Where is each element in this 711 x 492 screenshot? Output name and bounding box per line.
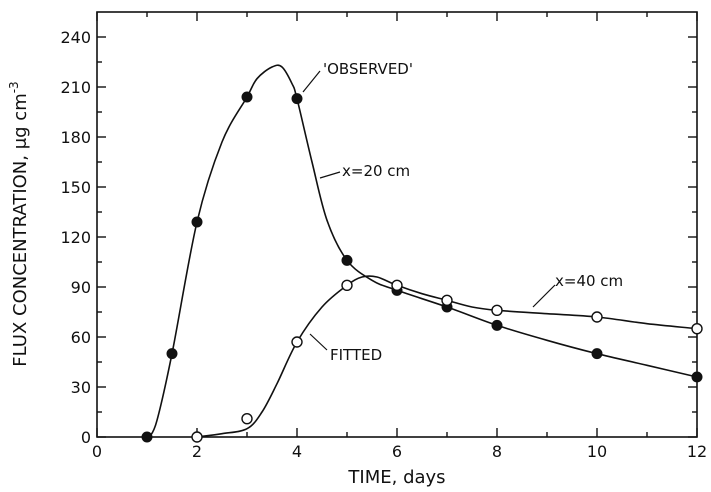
x-axis-title: TIME, days (347, 467, 445, 488)
x20-data-point (291, 93, 303, 105)
y-tick-label: 210 (60, 78, 91, 97)
y-axis-title-main: FLUX CONCENTRATION, μg cm (10, 93, 31, 366)
fitted-label: FITTED (330, 346, 382, 364)
y-tick-label: 0 (81, 428, 91, 447)
x40-data-point (291, 336, 303, 348)
x-tick-label: 6 (392, 442, 402, 461)
y-tick-label: 240 (60, 28, 91, 47)
x20-label: x=20 cm (342, 162, 410, 180)
x20-data-point (341, 254, 353, 266)
x20-leader-line (319, 171, 341, 179)
y-axis-title-exponent: -3 (7, 81, 21, 93)
observed-label: 'OBSERVED' (323, 60, 413, 78)
y-tick-label: 120 (60, 228, 91, 247)
y-tick-label: 90 (71, 278, 91, 297)
y-axis-title: FLUX CONCENTRATION, μg cm-3 (7, 81, 31, 366)
x-tick-label: 8 (492, 442, 502, 461)
x40-data-point (441, 294, 453, 307)
series-x20-points (141, 91, 703, 443)
x20-data-point (491, 319, 503, 331)
x40-label: x=40 cm (555, 272, 623, 290)
x-tick-label: 10 (587, 442, 607, 461)
observed-leader-line (302, 70, 321, 93)
x40-data-point (491, 304, 503, 317)
x-axis-ticks: 0 2 4 6 8 10 12 (92, 12, 707, 461)
x20-data-point (691, 371, 703, 383)
x20-data-point (241, 91, 253, 103)
x40-leader-line (532, 284, 556, 308)
x40-data-point (191, 431, 203, 443)
y-tick-label: 150 (60, 178, 91, 197)
x20-data-point (141, 431, 153, 443)
x40-data-point (241, 412, 253, 425)
series-x40-fitted-curve (196, 275, 698, 438)
x20-data-point (591, 348, 603, 360)
series-x40-points (191, 279, 703, 443)
y-axis-ticks: 0 30 60 90 120 150 180 210 240 (60, 28, 697, 447)
y-tick-label: 30 (71, 378, 91, 397)
x20-data-point (166, 348, 178, 360)
x40-data-point (391, 279, 403, 292)
x-tick-label: 0 (92, 442, 102, 461)
x40-data-point (691, 322, 703, 335)
x40-data-point (341, 279, 353, 292)
x20-data-point (191, 216, 203, 228)
x-tick-label: 4 (292, 442, 302, 461)
y-tick-label: 60 (71, 328, 91, 347)
x-tick-label: 2 (192, 442, 202, 461)
x40-data-point (591, 311, 603, 323)
series-x20-fitted-curve (148, 64, 698, 438)
fitted-leader-line (309, 333, 328, 351)
x-tick-label: 12 (687, 442, 707, 461)
y-tick-label: 180 (60, 128, 91, 147)
